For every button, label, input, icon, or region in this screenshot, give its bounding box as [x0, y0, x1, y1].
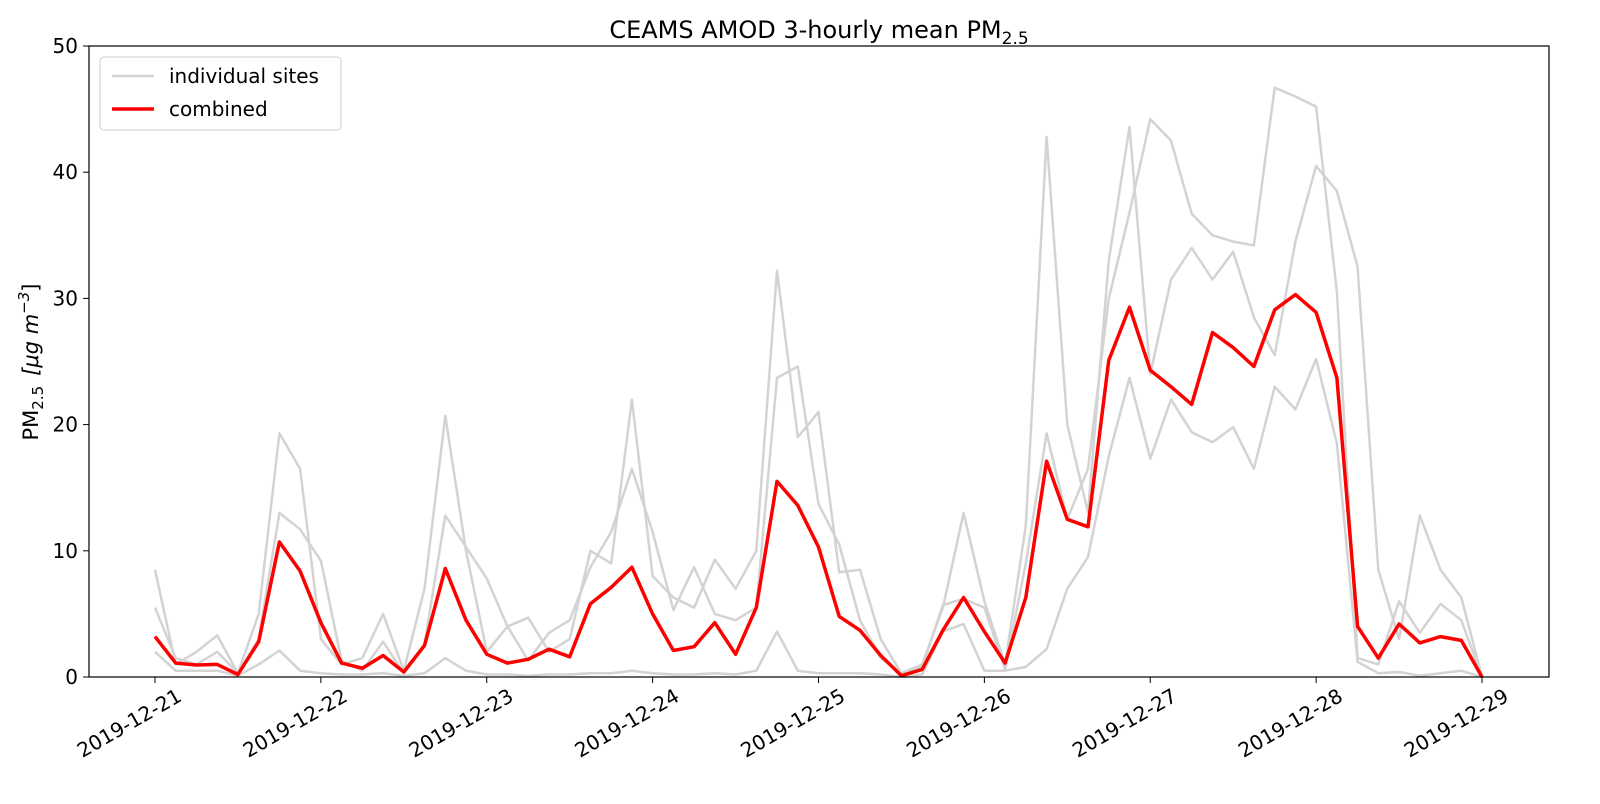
x-tick-label: 2019-12-27 [1068, 684, 1181, 763]
y-tick-label: 40 [53, 160, 78, 184]
x-tick-label: 2019-12-23 [405, 684, 518, 763]
x-tick-label: 2019-12-24 [570, 684, 683, 763]
y-tick-label: 0 [65, 665, 78, 689]
x-tick-label: 2019-12-21 [73, 684, 186, 763]
x-tick-label: 2019-12-28 [1234, 684, 1347, 763]
legend: individual sites combined [99, 56, 342, 131]
series-line-individual-site [153, 86, 1484, 678]
x-tick-label: 2019-12-29 [1400, 684, 1513, 763]
legend-box [99, 56, 342, 131]
plot-lines [153, 86, 1484, 679]
x-axis: 2019-12-21 2019-12-22 2019-12-23 2019-12-24… [73, 677, 1513, 762]
y-tick-label: 50 [53, 34, 78, 58]
y-axis: 0 10 20 30 40 50 [53, 34, 89, 689]
legend-label-individual: individual sites [169, 64, 319, 88]
y-tick-label: 30 [53, 286, 78, 310]
x-tick-label: 2019-12-22 [239, 684, 352, 763]
legend-label-combined: combined [169, 97, 268, 121]
series-line-combined [153, 292, 1484, 678]
x-tick-label: 2019-12-26 [902, 684, 1015, 763]
x-tick-label: 2019-12-25 [736, 684, 849, 763]
chart-title: CEAMS AMOD 3-hourly mean PM2.5 [609, 16, 1028, 49]
series-line-individual-site [154, 357, 1483, 679]
y-tick-label: 10 [53, 539, 78, 563]
y-tick-label: 20 [53, 413, 78, 437]
series-line-individual-site [153, 125, 1484, 678]
y-axis-label: PM2.5[μg m−3] [15, 284, 47, 441]
